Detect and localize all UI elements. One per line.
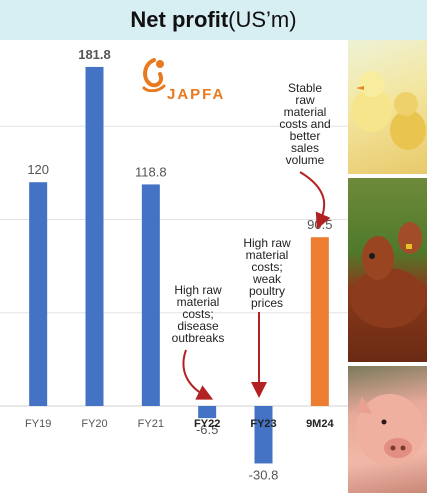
bar-fy20 xyxy=(85,66,104,407)
category-label-fy19: FY19 xyxy=(25,418,51,430)
bar-9m24 xyxy=(310,237,329,406)
category-label-fy20: FY20 xyxy=(81,418,107,430)
bar-fy23 xyxy=(254,406,273,464)
bar-fy22 xyxy=(198,406,217,419)
pig-photo xyxy=(348,366,427,493)
value-label-fy23: -30.8 xyxy=(249,467,279,482)
category-label-9m24: 9M24 xyxy=(306,418,334,430)
chart-title-bold: Net profit xyxy=(130,7,229,32)
annotation-fy22: High raw material costs; disease outbrea… xyxy=(158,284,238,344)
chart-title-unit: (US’m) xyxy=(228,7,297,32)
category-label-fy23: FY23 xyxy=(250,418,276,430)
category-label-fy21: FY21 xyxy=(138,418,164,430)
annotation-fy23: High raw material costs; weak poultry pr… xyxy=(232,237,302,309)
japfa-logo-icon xyxy=(142,58,166,92)
annotation-9m24-text: Stable raw material costs and better sal… xyxy=(279,81,331,167)
annotation-fy23-text: High raw material costs; weak poultry pr… xyxy=(243,236,291,310)
value-label-fy21: 118.8 xyxy=(135,164,167,179)
japfa-logo-text: JAPFA xyxy=(167,86,226,103)
annotation-9m24: Stable raw material costs and better sal… xyxy=(270,82,340,166)
bar-fy21 xyxy=(141,184,160,406)
bar-fy19 xyxy=(29,182,48,406)
cattle-photo xyxy=(348,178,427,362)
chicks-photo xyxy=(348,40,427,174)
value-label-fy20: 181.8 xyxy=(78,47,111,62)
value-label-fy19: 120 xyxy=(27,162,49,177)
value-label-9m24: 90.5 xyxy=(307,217,332,232)
chart-title: Net profit (US’m) xyxy=(0,0,427,40)
value-label-fy22: -6.5 xyxy=(196,422,218,437)
annotation-fy22-text: High raw material costs; disease outbrea… xyxy=(171,283,225,345)
category-label-fy22: FY22 xyxy=(194,418,220,430)
